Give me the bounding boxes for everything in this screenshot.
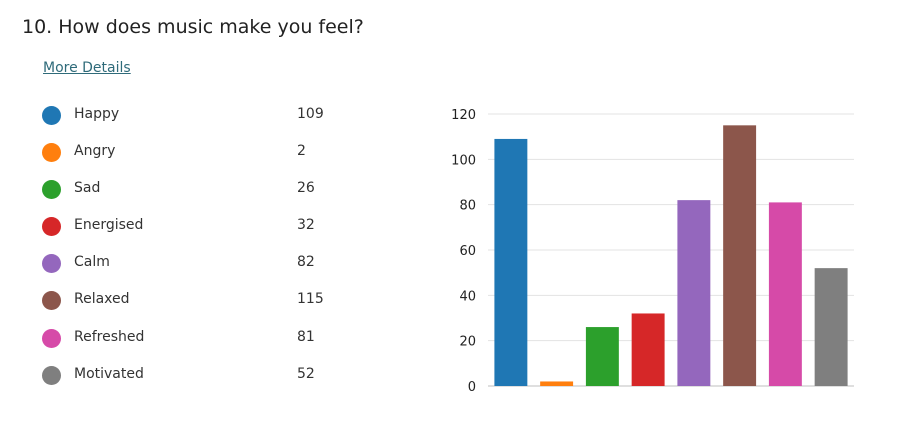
bar-happy[interactable] [494, 138, 528, 386]
y-tick-label: 0 [468, 380, 476, 395]
legend-swatch-icon [42, 365, 61, 385]
bar-sad[interactable] [585, 327, 619, 386]
more-details-link[interactable]: More Details [43, 60, 131, 76]
y-tick-label: 80 [459, 199, 476, 214]
bar-refreshed[interactable] [768, 202, 802, 386]
y-tick-label: 20 [459, 335, 476, 350]
legend-label: Happy [74, 106, 120, 122]
legend-item: Happy 109 [42, 102, 342, 139]
legend-label: Refreshed [74, 328, 145, 345]
y-tick-label: 40 [459, 289, 476, 304]
legend-item: Relaxed 115 [42, 287, 342, 324]
y-tick-label: 120 [451, 108, 476, 123]
bar-energised[interactable] [631, 313, 665, 386]
legend-label: Relaxed [74, 291, 130, 308]
question-title: 10. How does music make you feel? [22, 16, 364, 38]
legend-label: Sad [74, 180, 101, 197]
legend-label: Motivated [74, 365, 144, 382]
legend-count: 115 [297, 291, 324, 308]
legend-label: Calm [74, 254, 110, 271]
legend-label: Angry [74, 143, 116, 160]
legend-count: 2 [297, 143, 306, 160]
legend-item: Motivated 52 [42, 362, 342, 399]
y-tick-label: 60 [459, 244, 476, 259]
legend-swatch-icon [42, 217, 61, 237]
bar-chart: 0 20 40 60 80 100 120 [451, 108, 854, 395]
legend-count: 26 [297, 180, 315, 197]
legend-count: 52 [297, 365, 315, 382]
legend-label: Energised [74, 217, 144, 234]
legend-item: Calm 82 [42, 250, 342, 287]
legend-swatch-icon [42, 254, 61, 274]
legend-swatch-icon [42, 291, 61, 311]
legend-swatch-icon [42, 328, 61, 348]
legend-swatch-icon [42, 180, 61, 200]
legend-swatch-icon [42, 143, 61, 163]
legend-count: 109 [297, 106, 324, 122]
legend-item: Refreshed 81 [42, 325, 342, 362]
legend-item: Sad 26 [42, 176, 342, 213]
bar-relaxed[interactable] [723, 125, 757, 386]
bar-motivated[interactable] [814, 268, 848, 386]
y-tick-label: 100 [451, 153, 476, 168]
legend-swatch-icon [42, 106, 61, 125]
legend-item: Energised 32 [42, 213, 342, 250]
bar-angry[interactable] [540, 381, 574, 386]
legend-count: 82 [297, 254, 315, 271]
legend-count: 81 [297, 328, 315, 345]
bar-calm[interactable] [677, 200, 711, 386]
legend-count: 32 [297, 217, 315, 234]
legend: Happy 109 Angry 2 Sad 26 Energised 32 Ca… [42, 102, 342, 399]
legend-item: Angry 2 [42, 139, 342, 176]
